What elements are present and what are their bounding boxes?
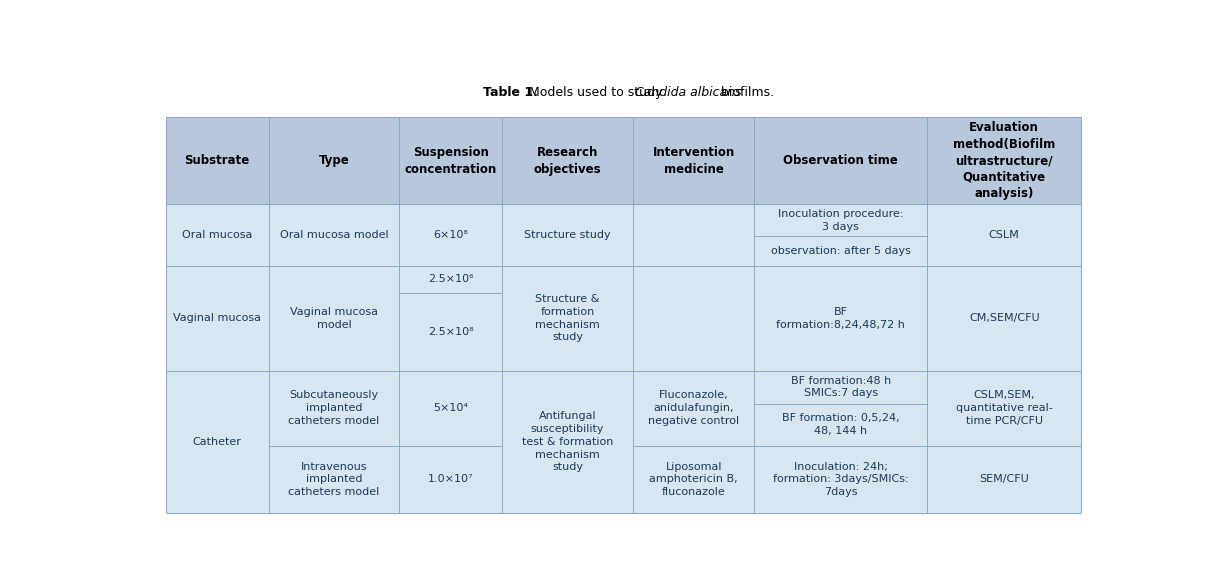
Text: Vaginal mucosa: Vaginal mucosa <box>174 313 261 323</box>
Text: Catheter: Catheter <box>193 437 242 447</box>
Text: Liposomal
amphotericin B,
fluconazole: Liposomal amphotericin B, fluconazole <box>649 461 738 497</box>
Bar <box>632 204 754 266</box>
Bar <box>166 204 268 266</box>
Text: Table 1.: Table 1. <box>483 86 538 99</box>
Bar <box>632 117 754 204</box>
Bar <box>399 204 503 266</box>
Bar <box>754 446 927 513</box>
Text: SEM/CFU: SEM/CFU <box>980 474 1029 484</box>
Text: Evaluation
method(Biofilm
ultrastructure/
Quantitative
analysis): Evaluation method(Biofilm ultrastructure… <box>953 121 1055 200</box>
Bar <box>268 204 399 266</box>
Text: biofilms.: biofilms. <box>717 86 775 99</box>
Bar <box>754 404 927 446</box>
Bar <box>268 371 399 446</box>
Text: Fluconazole,
anidulafungin,
negative control: Fluconazole, anidulafungin, negative con… <box>648 390 739 426</box>
Text: Inoculation: 24h;
formation: 3days/SMICs:
7days: Inoculation: 24h; formation: 3days/SMICs… <box>773 461 908 497</box>
Text: Observation time: Observation time <box>783 154 898 168</box>
Bar <box>503 204 632 266</box>
Text: Oral mucosa model: Oral mucosa model <box>279 230 388 240</box>
Bar <box>754 204 927 237</box>
Bar <box>632 266 754 371</box>
Bar <box>166 117 268 204</box>
Text: Antifungal
susceptibility
test & formation
mechanism
study: Antifungal susceptibility test & formati… <box>522 411 613 472</box>
Bar <box>399 371 503 446</box>
Bar <box>268 266 399 371</box>
Bar <box>754 117 927 204</box>
Text: Intervention
medicine: Intervention medicine <box>652 146 734 176</box>
Bar <box>268 446 399 513</box>
Bar <box>503 266 632 371</box>
Text: CSLM: CSLM <box>989 230 1020 240</box>
Text: BF formation:48 h
SMICs:7 days: BF formation:48 h SMICs:7 days <box>790 376 891 398</box>
Text: Oral mucosa: Oral mucosa <box>182 230 253 240</box>
Bar <box>166 266 268 371</box>
Text: Research
objectives: Research objectives <box>534 146 601 176</box>
Text: 2.5×10⁶: 2.5×10⁶ <box>429 274 473 284</box>
Bar <box>268 117 399 204</box>
Text: Inoculation procedure:
3 days: Inoculation procedure: 3 days <box>778 209 903 232</box>
Bar <box>399 446 503 513</box>
Bar <box>754 371 927 404</box>
Bar <box>503 371 632 513</box>
Text: Vaginal mucosa
model: Vaginal mucosa model <box>290 307 378 329</box>
Bar <box>503 117 632 204</box>
Bar <box>166 371 268 513</box>
Bar <box>399 293 503 371</box>
Bar <box>927 371 1082 446</box>
Text: Structure &
formation
mechanism
study: Structure & formation mechanism study <box>535 294 600 342</box>
Bar <box>927 204 1082 266</box>
Text: 1.0×10⁷: 1.0×10⁷ <box>429 474 473 484</box>
Text: 2.5×10⁸: 2.5×10⁸ <box>429 327 473 337</box>
Text: CM,SEM/CFU: CM,SEM/CFU <box>969 313 1039 323</box>
Text: Subcutaneously
implanted
catheters model: Subcutaneously implanted catheters model <box>289 390 380 426</box>
Text: Candida albicans: Candida albicans <box>635 86 742 99</box>
Bar <box>927 266 1082 371</box>
Text: BF formation: 0,5,24,
48, 144 h: BF formation: 0,5,24, 48, 144 h <box>782 413 900 436</box>
Text: Type: Type <box>318 154 350 168</box>
Text: Intravenous
implanted
catheters model: Intravenous implanted catheters model <box>289 461 380 497</box>
Bar <box>399 117 503 204</box>
Bar <box>754 237 927 266</box>
Bar <box>927 446 1082 513</box>
Text: 5×10⁴: 5×10⁴ <box>433 403 469 413</box>
Text: 6×10⁸: 6×10⁸ <box>433 230 469 240</box>
Bar <box>632 446 754 513</box>
Text: Models used to study: Models used to study <box>526 86 666 99</box>
Bar <box>399 266 503 293</box>
Bar <box>632 371 754 446</box>
Text: observation: after 5 days: observation: after 5 days <box>771 246 910 256</box>
Text: CSLM,SEM,
quantitative real-
time PCR/CFU: CSLM,SEM, quantitative real- time PCR/CF… <box>955 390 1053 426</box>
Bar <box>754 266 927 371</box>
Text: Substrate: Substrate <box>185 154 250 168</box>
Text: Structure study: Structure study <box>524 230 611 240</box>
Text: Suspension
concentration: Suspension concentration <box>404 146 497 176</box>
Text: BF
formation:8,24,48,72 h: BF formation:8,24,48,72 h <box>776 307 906 329</box>
Bar <box>927 117 1082 204</box>
